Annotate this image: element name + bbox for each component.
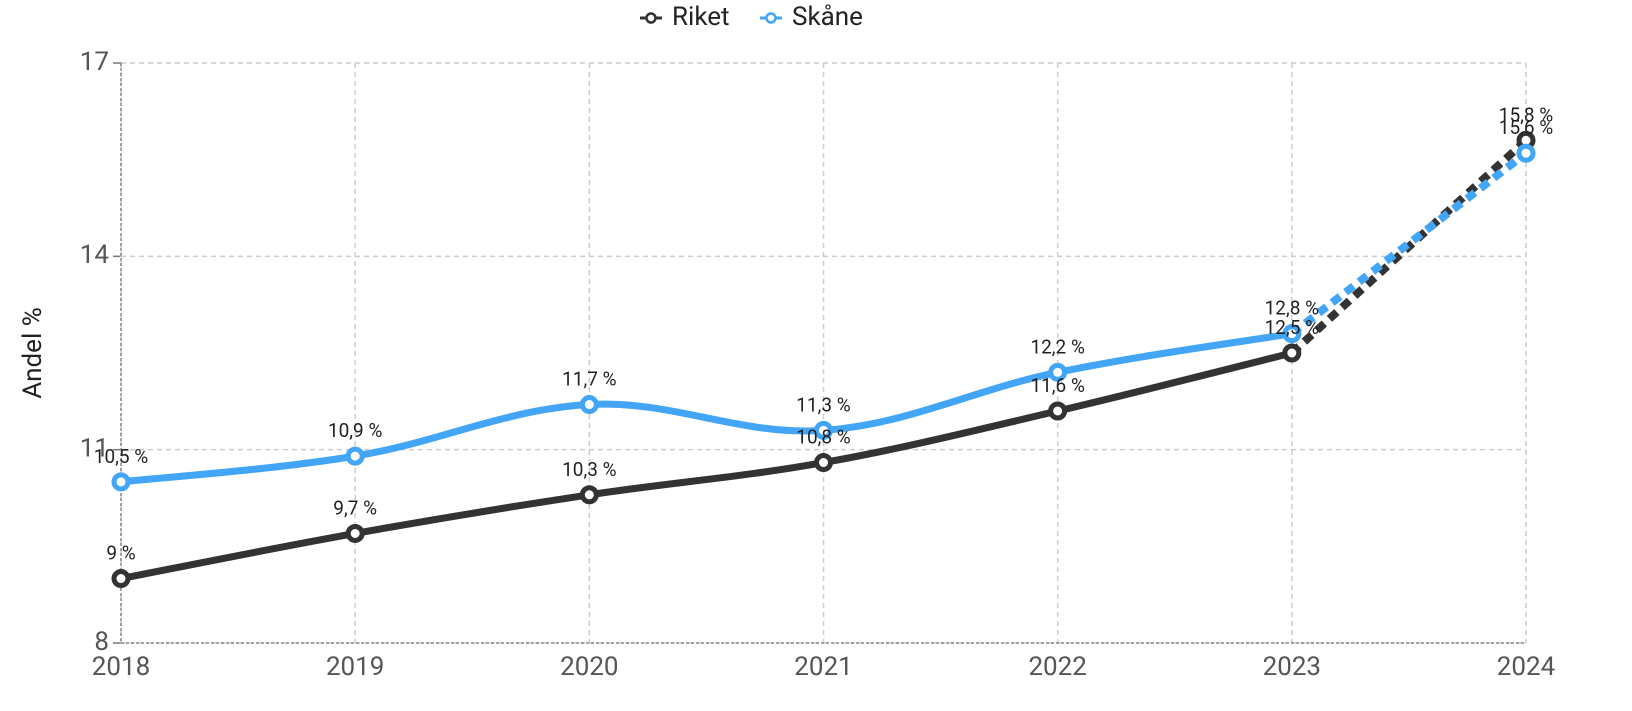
point bbox=[345, 523, 365, 543]
legend-marker bbox=[765, 12, 777, 24]
point bbox=[111, 472, 131, 492]
legend-label: Skåne bbox=[792, 2, 863, 32]
point bbox=[1516, 143, 1536, 163]
legend-marker bbox=[645, 12, 657, 24]
y-axis-label: Andel % bbox=[18, 307, 48, 399]
y-tick-label: 17 bbox=[80, 47, 109, 77]
point bbox=[579, 485, 599, 505]
point bbox=[1048, 401, 1068, 421]
data-label: 15,8 % bbox=[1499, 103, 1553, 126]
point bbox=[111, 569, 131, 589]
x-tick-label: 2018 bbox=[92, 652, 150, 682]
data-label: 11,3 % bbox=[796, 393, 850, 416]
data-label: 10,5 % bbox=[94, 445, 148, 468]
point bbox=[1048, 362, 1068, 382]
x-tick-label: 2020 bbox=[560, 652, 618, 682]
data-label: 10,8 % bbox=[796, 426, 850, 449]
data-label: 12,2 % bbox=[1030, 335, 1084, 358]
x-tick-label: 2024 bbox=[1497, 652, 1556, 682]
x-tick-label: 2022 bbox=[1028, 652, 1086, 682]
legend-label: Riket bbox=[672, 2, 730, 32]
data-label: 11,6 % bbox=[1030, 374, 1084, 397]
data-label: 15,6 % bbox=[1499, 116, 1553, 139]
point bbox=[1282, 343, 1302, 363]
data-label: 10,9 % bbox=[328, 419, 382, 442]
data-label: 10,3 % bbox=[562, 458, 616, 481]
data-label: 12,8 % bbox=[1265, 297, 1319, 320]
y-tick-label: 8 bbox=[94, 627, 109, 657]
point bbox=[345, 446, 365, 466]
point bbox=[814, 453, 833, 473]
y-tick-label: 14 bbox=[80, 240, 110, 270]
point bbox=[579, 395, 599, 415]
line bbox=[117, 330, 1296, 486]
data-label: 9,7 % bbox=[333, 496, 377, 519]
x-tick-label: 2019 bbox=[326, 652, 384, 682]
x-tick-label: 2023 bbox=[1263, 652, 1321, 682]
line bbox=[117, 349, 1296, 583]
data-label: 9 % bbox=[106, 542, 135, 565]
point bbox=[814, 420, 833, 440]
data-label: 12,5 % bbox=[1265, 316, 1319, 339]
data-label: 11,7 % bbox=[562, 368, 616, 391]
y-tick-label: 11 bbox=[80, 434, 109, 464]
point bbox=[1282, 324, 1302, 344]
x-tick-label: 2021 bbox=[794, 652, 852, 682]
